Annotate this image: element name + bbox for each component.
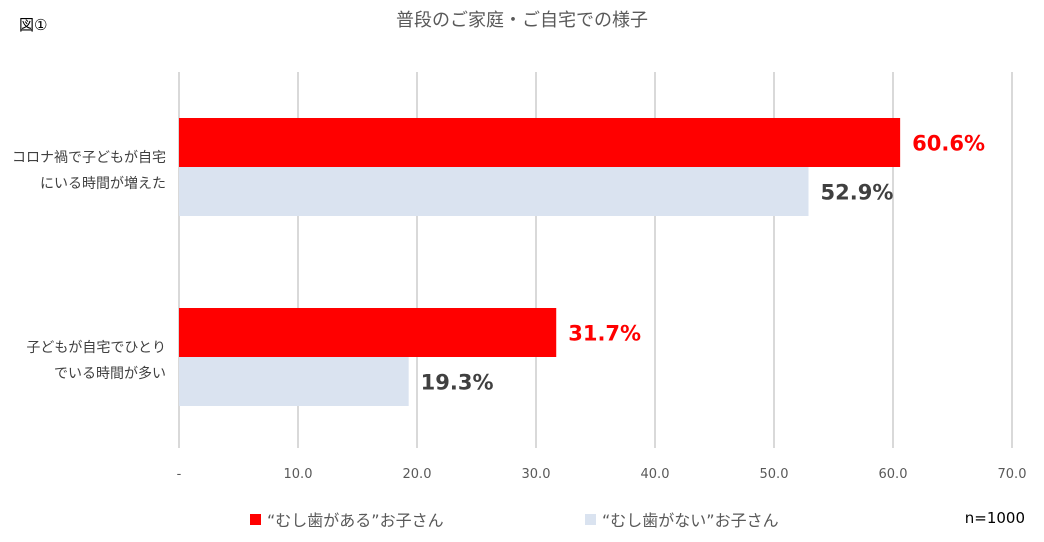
bar-s1-c0 [179, 167, 809, 216]
data-label-s0-c1: 31.7% [568, 322, 641, 346]
legend-item-with-cavity: “むし歯がある”お子さん [250, 507, 444, 531]
x-tick-label-1: 10.0 [284, 467, 313, 482]
data-label-s1-c0: 52.9% [821, 181, 894, 205]
legend-label-without-cavity: “むし歯がない”お子さん [602, 511, 779, 530]
category-label-1-line-0: 子どもが自宅でひとり [26, 340, 166, 356]
category-label-0-line-1: にいる時間が増えた [40, 176, 166, 192]
bar-s0-c0 [179, 118, 901, 167]
legend-item-without-cavity: “むし歯がない”お子さん [585, 507, 779, 531]
x-tick-label-2: 20.0 [403, 467, 432, 482]
x-tick-label-4: 40.0 [641, 467, 670, 482]
x-tick-label-5: 50.0 [760, 467, 789, 482]
chart-title: 普段のご家庭・ご自宅での様子 [396, 10, 648, 31]
x-tick-label-7: 70.0 [998, 467, 1027, 482]
legend-swatch-without-cavity [585, 513, 596, 525]
bar-s1-c1 [179, 357, 409, 406]
legend-swatch-with-cavity [250, 513, 261, 525]
x-tick-label-0: - [177, 467, 182, 482]
data-label-s0-c0: 60.6% [912, 132, 985, 156]
sample-size-note: n=1000 [964, 509, 1025, 527]
x-tick-label-3: 30.0 [522, 467, 551, 482]
data-label-s1-c1: 19.3% [421, 371, 494, 395]
bar-chart: - 10.0 20.0 30.0 40.0 50.0 60.0 70.0 60.6% 52.9% コ… [12, 72, 1027, 482]
x-tick-label-6: 60.0 [879, 467, 908, 482]
figure-label: 図① [19, 16, 48, 34]
category-label-0-line-0: コロナ禍で子どもが自宅 [12, 150, 166, 166]
legend: “むし歯がある”お子さん “むし歯がない”お子さん [0, 507, 1044, 535]
category-label-1-line-1: でいる時間が多い [54, 365, 166, 382]
legend-label-with-cavity: “むし歯がある”お子さん [267, 511, 444, 530]
bar-s0-c1 [179, 308, 557, 357]
